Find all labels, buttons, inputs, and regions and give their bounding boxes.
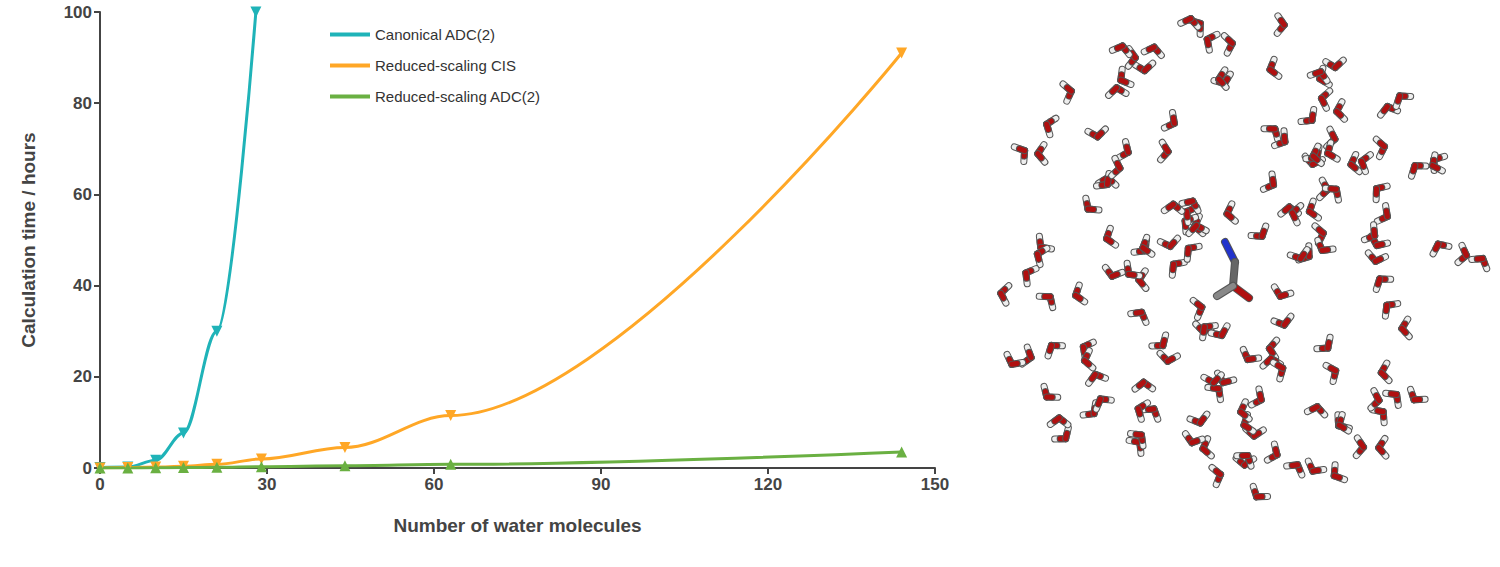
svg-text:Calculation time / hours: Calculation time / hours xyxy=(18,132,39,347)
svg-text:100: 100 xyxy=(64,3,92,22)
svg-text:30: 30 xyxy=(258,475,277,494)
svg-text:120: 120 xyxy=(754,475,782,494)
svg-text:Number of water molecules: Number of water molecules xyxy=(393,515,641,536)
svg-text:80: 80 xyxy=(73,94,92,113)
svg-text:90: 90 xyxy=(592,475,611,494)
svg-text:Reduced-scaling CIS: Reduced-scaling CIS xyxy=(375,57,516,74)
svg-text:0: 0 xyxy=(95,475,104,494)
svg-text:150: 150 xyxy=(921,475,949,494)
svg-text:20: 20 xyxy=(73,367,92,386)
svg-text:0: 0 xyxy=(83,459,92,478)
svg-text:Canonical ADC(2): Canonical ADC(2) xyxy=(375,26,495,43)
svg-text:60: 60 xyxy=(73,185,92,204)
svg-text:Reduced-scaling ADC(2): Reduced-scaling ADC(2) xyxy=(375,88,540,105)
svg-text:40: 40 xyxy=(73,276,92,295)
svg-text:60: 60 xyxy=(425,475,444,494)
